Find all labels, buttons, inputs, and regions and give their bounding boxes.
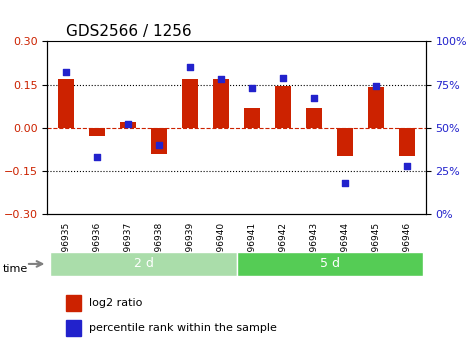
Bar: [66, 295, 81, 311]
Bar: [120, 122, 136, 128]
Bar: [151, 128, 166, 154]
Bar: [368, 87, 384, 128]
Point: [62, 70, 70, 75]
Point: [124, 121, 131, 127]
FancyBboxPatch shape: [236, 252, 422, 276]
Bar: [307, 108, 322, 128]
Point: [248, 85, 256, 91]
Bar: [244, 108, 260, 128]
Point: [186, 65, 194, 70]
Text: 2 d: 2 d: [133, 257, 153, 270]
Bar: [399, 128, 415, 156]
Point: [310, 96, 318, 101]
Point: [342, 180, 349, 186]
Bar: [213, 79, 229, 128]
Point: [155, 142, 163, 148]
Point: [403, 163, 411, 168]
Bar: [182, 79, 198, 128]
Text: time: time: [2, 264, 27, 274]
Text: GDS2566 / 1256: GDS2566 / 1256: [66, 24, 192, 39]
Point: [279, 75, 287, 80]
Point: [217, 77, 225, 82]
Bar: [275, 86, 291, 128]
Text: percentile rank within the sample: percentile rank within the sample: [89, 323, 277, 333]
Bar: [66, 320, 81, 336]
FancyBboxPatch shape: [51, 252, 236, 276]
Bar: [58, 79, 74, 128]
Text: log2 ratio: log2 ratio: [89, 298, 142, 308]
Text: 5 d: 5 d: [320, 257, 340, 270]
Point: [93, 154, 101, 160]
Point: [372, 83, 380, 89]
Bar: [89, 128, 105, 136]
Bar: [337, 128, 353, 156]
